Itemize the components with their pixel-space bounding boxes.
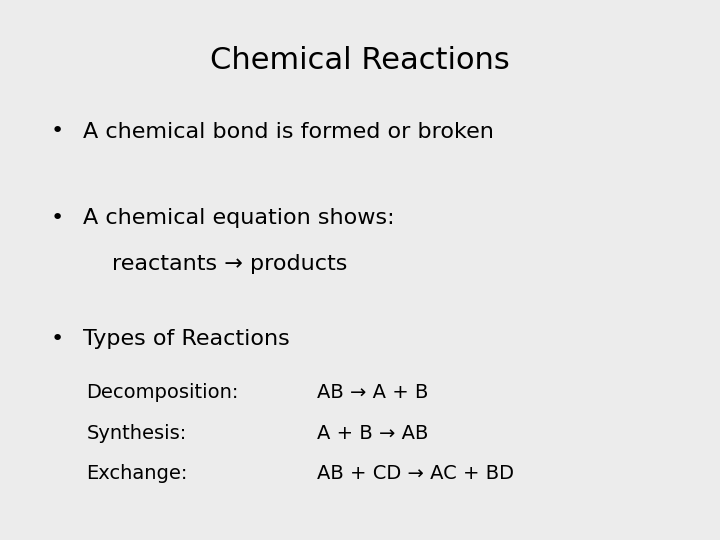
Text: reactants → products: reactants → products: [112, 254, 347, 274]
Text: •: •: [50, 122, 63, 141]
Text: Exchange:: Exchange:: [86, 464, 188, 483]
Text: AB → A + B: AB → A + B: [317, 383, 428, 402]
Text: A + B → AB: A + B → AB: [317, 424, 428, 443]
Text: A chemical equation shows:: A chemical equation shows:: [83, 208, 395, 228]
Text: A chemical bond is formed or broken: A chemical bond is formed or broken: [83, 122, 494, 141]
Text: •: •: [50, 329, 63, 349]
Text: Types of Reactions: Types of Reactions: [83, 329, 289, 349]
Text: Decomposition:: Decomposition:: [86, 383, 239, 402]
Text: •: •: [50, 208, 63, 228]
Text: Chemical Reactions: Chemical Reactions: [210, 46, 510, 75]
Text: AB + CD → AC + BD: AB + CD → AC + BD: [317, 464, 514, 483]
Text: Synthesis:: Synthesis:: [86, 424, 186, 443]
